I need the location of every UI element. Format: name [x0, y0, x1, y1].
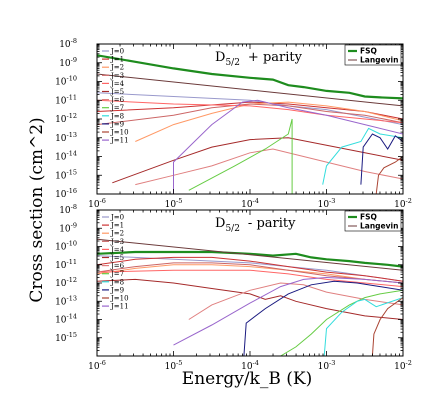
series-line-j-9 [360, 133, 403, 185]
y-tick-label: 10-10 [55, 240, 77, 253]
y-tick-label: 10-16 [55, 187, 77, 200]
legend-label: J=11 [110, 303, 129, 311]
legend-label: J=8 [110, 112, 124, 120]
x-tick-label: 10-5 [165, 197, 183, 210]
y-tick-label: 10-15 [55, 168, 77, 181]
series-line-fsq [97, 54, 403, 100]
y-tick-label: 10-8 [59, 203, 77, 216]
x-tick-label: 10-5 [165, 359, 183, 372]
legend-label: J=3 [110, 238, 124, 246]
panel-title: D5/2- parity [215, 216, 296, 234]
legend-label: J=10 [110, 295, 129, 303]
series-line-j-11 [173, 99, 403, 194]
x-tick-label: 10-3 [318, 197, 336, 210]
panel-minus-parity: 10-6 10-5 10-4 10-3 10-2 10-15 10-14 10-13 10-12… [55, 203, 412, 372]
series-line-fsq [97, 250, 403, 268]
series-line-j-3 [97, 262, 403, 284]
series-line-j-5 [112, 137, 403, 184]
legend-label: J=5 [110, 254, 124, 262]
series-line-j-5 [97, 278, 403, 320]
legend-label: Langevin [360, 56, 398, 65]
x-tick-label: 10-6 [88, 197, 106, 210]
y-tick-label: 10-11 [55, 258, 77, 271]
series-line-j-11 [173, 276, 403, 346]
legend-label: J=9 [110, 286, 124, 294]
y-tick-label: 10-12 [55, 112, 77, 125]
x-tick-label: 10-3 [318, 359, 336, 372]
series-line-j-1 [97, 256, 403, 282]
series-line-langevin [97, 73, 403, 107]
series-line-j-0 [97, 255, 403, 282]
series-line-langevin [97, 238, 403, 271]
x-tick-label: 10-4 [241, 359, 259, 372]
series-line-j-10 [371, 297, 403, 356]
legend-label: J=4 [110, 80, 125, 88]
y-tick-label: 10-13 [55, 294, 77, 307]
legend-label: J=1 [110, 56, 124, 64]
legend-label: J=6 [110, 262, 125, 270]
legend-label: J=8 [110, 278, 124, 286]
x-tick-label: 10-4 [241, 197, 259, 210]
series-line-j-3 [97, 103, 403, 126]
legend-label: FSQ [360, 213, 377, 222]
series-line-j-9 [243, 280, 403, 356]
y-tick-label: 10-10 [55, 75, 77, 88]
legend-label: J=0 [110, 48, 124, 56]
series-group [97, 238, 403, 356]
legend-label: FSQ [360, 47, 377, 56]
legend-label: J=7 [110, 270, 124, 278]
legend-label: J=4 [110, 246, 125, 254]
y-tick-label: 10-13 [55, 131, 77, 144]
y-tick-label: 10-14 [55, 313, 77, 326]
series-line-j-10 [375, 156, 403, 194]
legend-label: Langevin [360, 222, 398, 231]
panel-title: D5/2 + parity [215, 50, 303, 68]
legend-label: J=7 [110, 104, 124, 112]
y-tick-label: 10-9 [59, 221, 77, 234]
x-tick-label: 10-6 [88, 359, 106, 372]
series-line-j-6 [135, 148, 403, 186]
x-axis-title: Energy/k_B (K) [182, 369, 312, 389]
series-line-j-4 [97, 99, 403, 124]
x-tick-label: 10-2 [394, 359, 412, 372]
series-group [97, 54, 403, 194]
legend-label: J=10 [110, 129, 129, 137]
series-line-j-6 [188, 282, 403, 320]
y-axis-title: Cross section (cm^2) [27, 117, 47, 302]
legend-label: J=1 [110, 222, 124, 230]
series-line-j-2 [97, 264, 403, 284]
y-tick-label: 10-14 [55, 150, 77, 163]
y-tick-label: 10-15 [55, 331, 77, 344]
x-axis-title-text: Energy/k_B (K) [182, 369, 312, 389]
legend-label: J=5 [110, 88, 124, 96]
legend-box [344, 44, 402, 66]
legend-label: J=6 [110, 96, 125, 104]
legend-label: J=2 [110, 64, 124, 72]
x-tick-label: 10-2 [394, 197, 412, 210]
y-tick-label: 10-9 [59, 56, 77, 69]
legend-box [344, 210, 402, 232]
series-line-j-7 [280, 289, 403, 356]
y-axis-title-text: Cross section (cm^2) [27, 117, 47, 302]
legend-label: J=2 [110, 230, 124, 238]
legend-label: J=11 [110, 137, 129, 145]
series-line-j-7 [188, 118, 293, 194]
series-line-j-4 [97, 269, 403, 288]
panel-plus-parity: 10-6 10-5 10-4 10-3 10-2 10-16 10-15 10-14 10-13… [55, 37, 412, 210]
series-line-j-8 [323, 297, 403, 356]
y-tick-label: 10-12 [55, 276, 77, 289]
series-line-j-8 [322, 127, 403, 185]
legend-label: J=0 [110, 214, 124, 222]
y-tick-label: 10-8 [59, 37, 77, 50]
series-line-j-0 [97, 92, 403, 126]
legend-label: J=3 [110, 72, 124, 80]
legend-label: J=9 [110, 120, 124, 128]
y-tick-label: 10-11 [55, 93, 77, 106]
